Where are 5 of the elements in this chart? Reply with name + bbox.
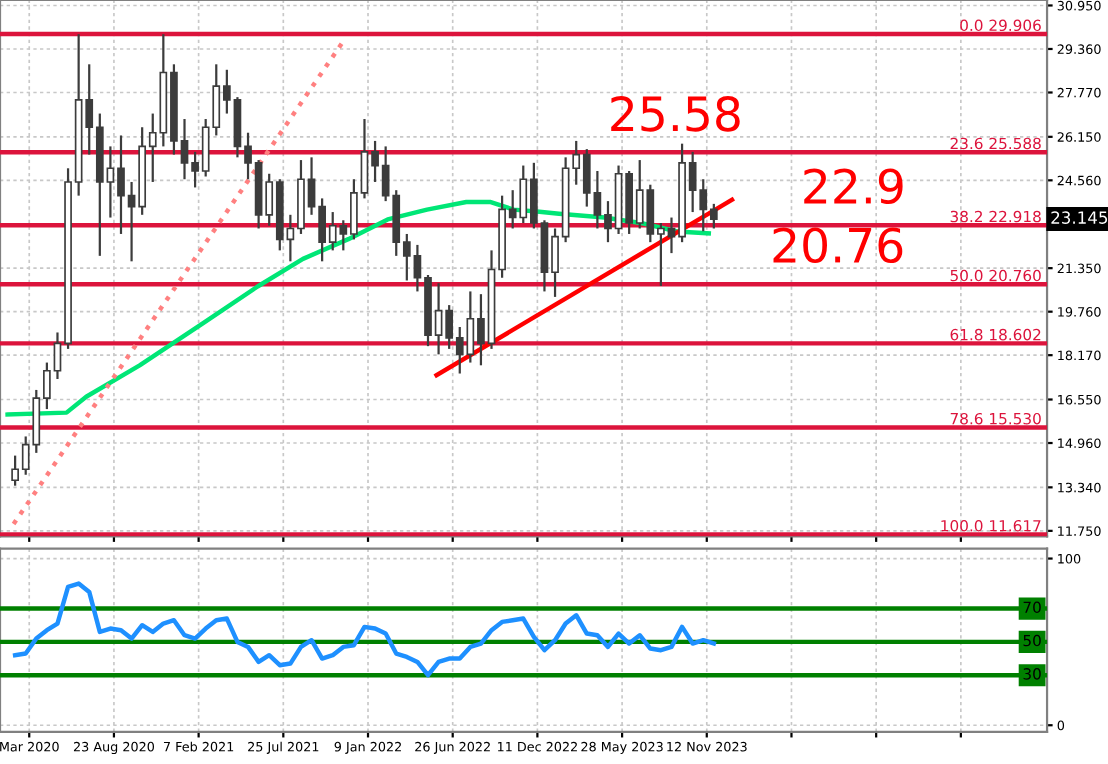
annotation: 23.145 [1051,211,1108,224]
annotation: 25.58 [611,95,740,132]
line-series [12,581,717,678]
annotation: 22.9 [804,168,903,205]
annotation: 20.76 [773,227,903,264]
